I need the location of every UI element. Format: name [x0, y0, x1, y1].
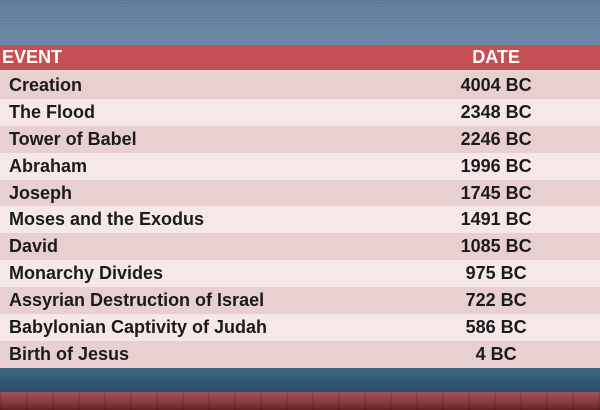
- pier-planks: [0, 392, 600, 410]
- date-cell: 1745 BC: [460, 182, 532, 203]
- event-cell: Joseph: [9, 182, 73, 203]
- date-cell: 1491 BC: [460, 209, 532, 230]
- event-cell: Creation: [9, 74, 83, 95]
- sea-background: [0, 366, 600, 392]
- date-cell: 586 BC: [465, 316, 527, 337]
- timeline-table: EVENT DATE Creation 4004 BC The Flood 2348 …: [0, 45, 600, 368]
- date-cell: 1085 BC: [460, 236, 532, 257]
- table-header: EVENT DATE: [0, 45, 600, 72]
- event-cell: Assyrian Destruction of Israel: [9, 290, 265, 311]
- table-row: Tower of Babel 2246 BC: [0, 125, 600, 153]
- table-row: David 1085 BC: [0, 233, 600, 261]
- date-cell: 2348 BC: [460, 101, 532, 122]
- table-row: Birth of Jesus 4 BC: [0, 340, 600, 368]
- table-row: Joseph 1745 BC: [0, 179, 600, 207]
- table-row: Abraham 1996 BC: [0, 152, 600, 180]
- event-cell: Abraham: [9, 155, 88, 176]
- date-cell: 4004 BC: [460, 74, 532, 95]
- table-row: Moses and the Exodus 1491 BC: [0, 206, 600, 234]
- table-row: The Flood 2348 BC: [0, 98, 600, 126]
- table-row: Babylonian Captivity of Judah 586 BC: [0, 314, 600, 341]
- table-row: Assyrian Destruction of Israel 722 BC: [0, 287, 600, 315]
- event-cell: The Flood: [9, 101, 95, 122]
- event-cell: Moses and the Exodus: [9, 209, 205, 230]
- event-cell: Monarchy Divides: [9, 263, 164, 284]
- table-body: Creation 4004 BC The Flood 2348 BC Tower of …: [0, 72, 600, 368]
- event-cell: David: [9, 236, 59, 257]
- table-row: Monarchy Divides 975 BC: [0, 260, 600, 288]
- table-row: Creation 4004 BC: [0, 72, 600, 99]
- date-cell: 4 BC: [475, 343, 517, 364]
- date-cell: 2246 BC: [460, 128, 532, 149]
- header-date: DATE: [472, 47, 520, 67]
- pier-background: [0, 392, 600, 410]
- date-cell: 1996 BC: [460, 155, 532, 176]
- header-event: EVENT: [2, 47, 63, 67]
- event-cell: Tower of Babel: [9, 128, 137, 149]
- event-cell: Birth of Jesus: [9, 343, 130, 364]
- event-cell: Babylonian Captivity of Judah: [9, 316, 268, 337]
- date-cell: 975 BC: [465, 263, 527, 284]
- date-cell: 722 BC: [465, 290, 527, 311]
